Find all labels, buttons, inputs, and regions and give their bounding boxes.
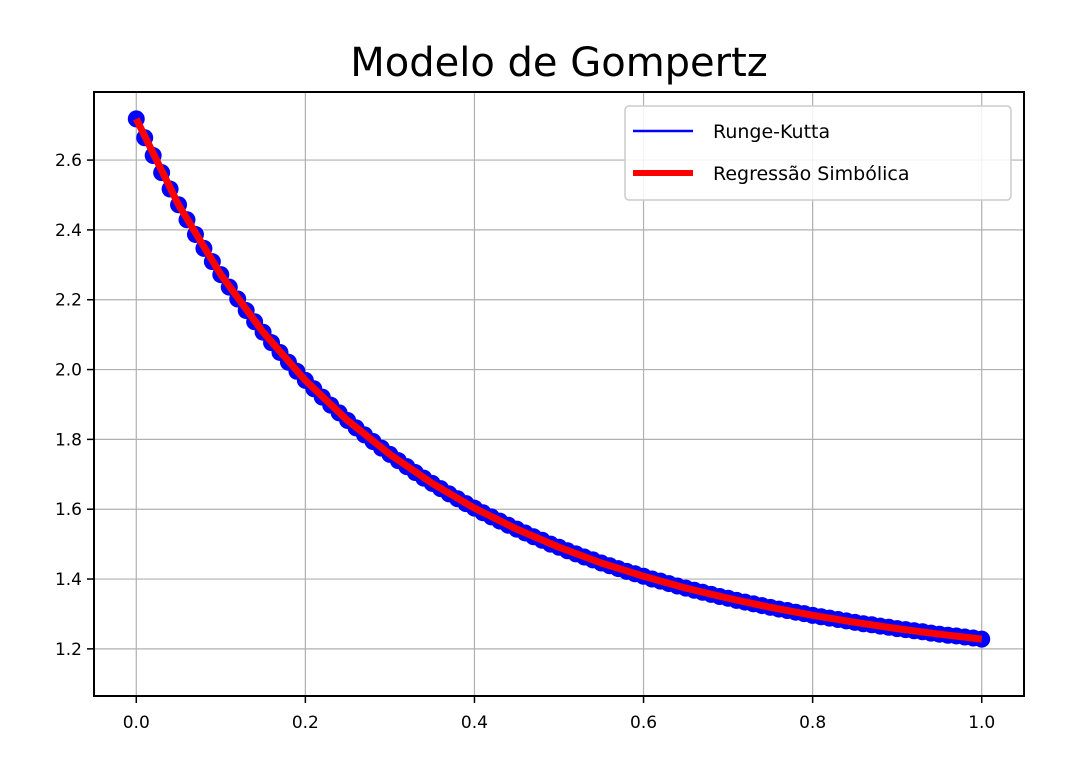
x-tick-label: 1.0 [968, 713, 995, 733]
x-tick-label: 0.0 [123, 713, 150, 733]
y-axis-ticks: 1.2 1.4 1.6 1.8 2.0 2.2 2.4 2.6 [55, 151, 94, 660]
grid [94, 92, 1024, 696]
plot-frame [93, 91, 1025, 697]
legend-label-regressao-simbolica: Regressão Simbólica [713, 163, 909, 185]
series-line-regressao-simbolica [133, 117, 983, 643]
y-tick-label: 2.6 [55, 151, 82, 171]
y-tick-label: 2.4 [55, 221, 82, 241]
y-tick-label: 1.8 [55, 430, 82, 450]
x-axis-ticks: 0.0 0.2 0.4 0.6 0.8 1.0 [123, 696, 995, 733]
chart-title: Modelo de Gompertz [350, 40, 768, 86]
y-tick-label: 2.0 [55, 361, 82, 381]
x-tick-label: 0.8 [799, 713, 826, 733]
y-tick-label: 1.4 [55, 570, 82, 590]
x-tick-label: 0.4 [461, 713, 488, 733]
x-tick-label: 0.2 [292, 713, 319, 733]
y-tick-label: 1.2 [55, 640, 82, 660]
plot-series [127, 110, 991, 648]
x-tick-label: 0.6 [630, 713, 657, 733]
y-tick-label: 2.2 [55, 291, 82, 311]
legend: Runge-Kutta Regressão Simbólica [624, 105, 1012, 201]
legend-box [624, 105, 1012, 201]
legend-label-runge-kutta: Runge-Kutta [713, 121, 830, 143]
y-tick-label: 1.6 [55, 500, 82, 520]
